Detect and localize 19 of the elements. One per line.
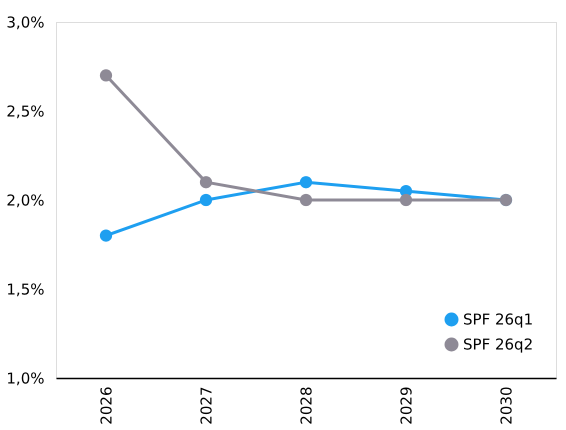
y-tick-label: 2,5% <box>6 102 44 120</box>
point <box>100 69 112 82</box>
point <box>300 194 312 206</box>
x-tick-label: 2028 <box>298 386 316 425</box>
x-tick-label: 2027 <box>198 386 216 425</box>
point <box>300 176 312 188</box>
x-tick-label: 2026 <box>98 386 116 425</box>
y-tick-label: 2,0% <box>6 192 44 210</box>
y-tick-label: 1,0% <box>6 370 44 388</box>
y-tick-label: 3,0% <box>6 14 44 32</box>
legend-label: SPF 26q2 <box>463 336 534 354</box>
legend-label: SPF 26q1 <box>463 310 534 328</box>
x-tick-label: 2029 <box>398 386 416 425</box>
x-tick-label: 2030 <box>498 386 516 425</box>
point <box>200 176 212 188</box>
point <box>200 194 212 206</box>
point <box>100 229 112 242</box>
point <box>400 194 412 206</box>
y-tick-label: 1,5% <box>6 280 44 298</box>
